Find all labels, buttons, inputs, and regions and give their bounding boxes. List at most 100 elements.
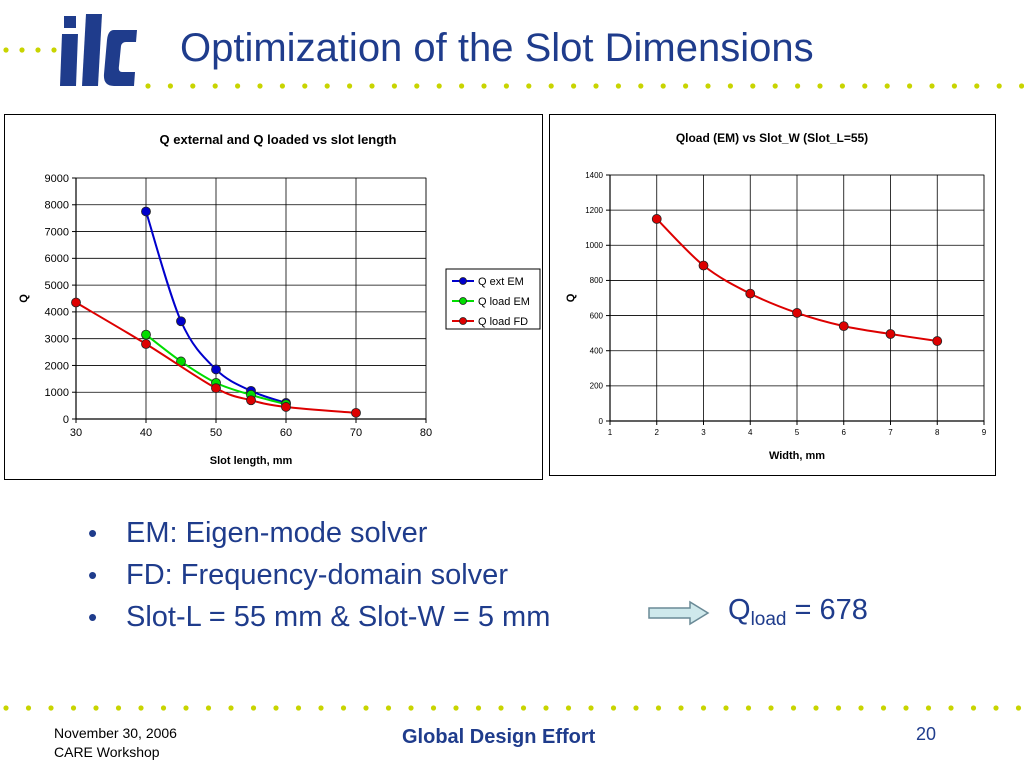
data-point	[141, 339, 151, 349]
x-tick-label: 7	[888, 428, 893, 437]
chart-title: Q external and Q loaded vs slot length	[160, 132, 397, 147]
decor-dot	[700, 705, 707, 711]
svg-text:ilc: ilc	[60, 10, 75, 14]
qload-symbol: Q	[728, 594, 751, 626]
decor-dot	[723, 705, 729, 711]
plot-area	[75, 177, 427, 420]
decor-dot	[571, 83, 577, 89]
decor-dot	[503, 83, 509, 89]
decor-dot	[369, 83, 375, 89]
decor-dot	[548, 83, 554, 89]
decor-dot	[295, 705, 302, 711]
data-point	[211, 383, 221, 394]
y-tick-label: 1000	[585, 241, 603, 250]
decor-dot	[907, 83, 913, 89]
legend-entry: Q load FD	[478, 316, 528, 328]
chart1-svg: Q external and Q loaded vs slot length 0 1…	[18, 132, 541, 467]
decor-dot	[974, 83, 980, 89]
data-point	[211, 364, 221, 375]
y-tick-label: 0	[63, 414, 69, 426]
decor-dot	[408, 705, 414, 711]
slide-title: Optimization of the Slot Dimensions	[180, 26, 814, 70]
data-point	[932, 336, 943, 346]
y-tick-label: 4000	[45, 307, 69, 319]
y-axis-label: Q	[565, 293, 577, 302]
decor-dot	[250, 705, 257, 711]
x-tick-label: 1	[608, 428, 613, 437]
legend-entry: Q ext EM	[478, 276, 524, 288]
x-tick-label: 40	[140, 427, 152, 439]
data-point	[176, 316, 186, 327]
page-number: 20	[916, 724, 937, 744]
decor-dot	[340, 705, 347, 711]
decor-dot	[638, 83, 644, 89]
decor-dot	[25, 705, 32, 711]
decor-dot	[414, 83, 420, 89]
footer-date-event: November 30, 2006 CARE Workshop	[54, 724, 177, 762]
x-tick-label: 9	[982, 428, 987, 437]
decor-dot	[884, 83, 890, 89]
y-tick-label: 400	[590, 347, 604, 356]
data-point	[281, 402, 291, 412]
decor-dot	[929, 83, 935, 89]
decor-dot	[1015, 705, 1022, 711]
decor-dot	[145, 83, 151, 89]
y-tick-label: 8000	[45, 200, 69, 212]
decor-dot	[190, 83, 196, 89]
bullet-item: EM: Eigen-mode solver	[88, 512, 550, 554]
data-point	[745, 288, 756, 299]
decor-dot	[257, 83, 263, 89]
footer-date: November 30, 2006	[54, 725, 177, 741]
decor-dot	[925, 705, 932, 711]
y-tick-label: 3000	[45, 334, 69, 346]
decor-dot	[951, 83, 958, 89]
decor-dot	[993, 705, 999, 711]
decor-dot	[835, 705, 842, 711]
decor-dot	[481, 83, 487, 89]
qload-value: = 678	[786, 594, 868, 626]
legend-swatch-marker	[459, 277, 467, 285]
y-tick-label: 7000	[45, 226, 69, 238]
y-tick-label: 1400	[585, 171, 603, 180]
data-point	[885, 329, 896, 339]
x-tick-label: 60	[280, 427, 292, 439]
data-point	[141, 206, 151, 217]
decor-dot	[565, 705, 572, 711]
decor-dot	[903, 705, 909, 711]
decor-dot	[858, 705, 864, 711]
decor-dot	[1019, 83, 1024, 89]
legend-entry: Q load EM	[478, 296, 530, 308]
decor-dot	[660, 83, 666, 89]
decor-dot	[678, 705, 684, 711]
decor-dot	[160, 705, 167, 711]
decor-dot	[19, 47, 25, 53]
y-tick-label: 1200	[585, 206, 603, 215]
top-dot-row-left	[3, 47, 57, 53]
decor-dot	[453, 705, 459, 711]
decor-dot	[318, 705, 324, 711]
decor-dot	[772, 83, 778, 89]
decor-dot	[167, 83, 173, 89]
top-dot-row	[145, 83, 1024, 89]
y-axis-label: Q	[18, 294, 30, 303]
decor-dot	[543, 705, 549, 711]
decor-dot	[593, 83, 599, 89]
chart-q-vs-slot-length: Q external and Q loaded vs slot length 0 1…	[4, 114, 543, 480]
decor-dot	[475, 705, 482, 711]
chart-qload-vs-slot-width: Qload (EM) vs Slot_W (Slot_L=55) 0 200 400 6…	[549, 114, 996, 476]
series-line	[75, 301, 357, 414]
data-point	[792, 308, 802, 318]
decor-dot	[273, 705, 279, 711]
decor-dot	[212, 83, 218, 89]
decor-dot	[705, 83, 711, 89]
decor-dot	[205, 705, 212, 711]
decor-dot	[790, 705, 797, 711]
x-axis-label: Slot length, mm	[210, 455, 293, 467]
decor-dot	[615, 83, 621, 89]
decor-dot	[35, 47, 41, 53]
y-tick-label: 200	[590, 382, 604, 391]
decor-dot	[655, 705, 662, 711]
decor-dot	[768, 705, 774, 711]
y-tick-label: 2000	[45, 360, 69, 372]
decor-dot	[183, 705, 189, 711]
